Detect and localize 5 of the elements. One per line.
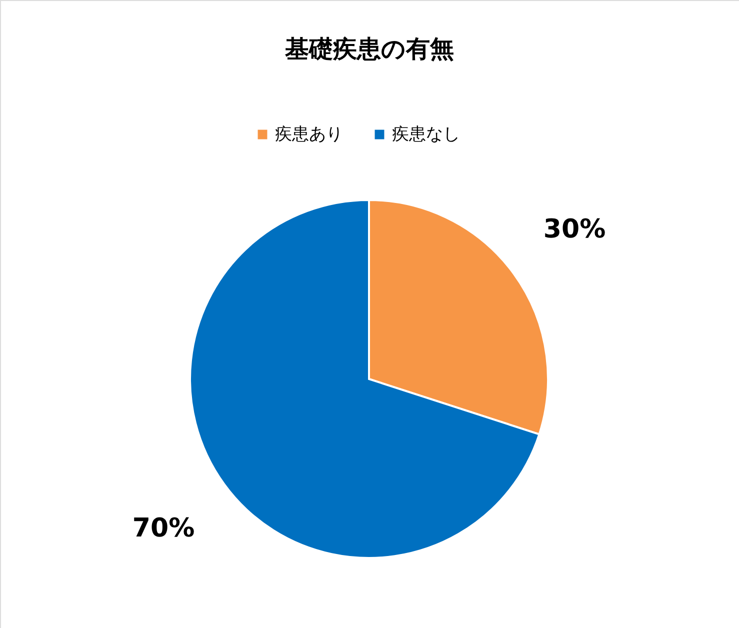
chart-title: 基礎疾患の有無 <box>284 35 454 63</box>
data-label: 30% <box>543 214 606 245</box>
legend-label: 疾患なし <box>392 124 460 145</box>
legend-label: 疾患あり <box>275 124 343 145</box>
data-label: 70% <box>132 513 195 544</box>
